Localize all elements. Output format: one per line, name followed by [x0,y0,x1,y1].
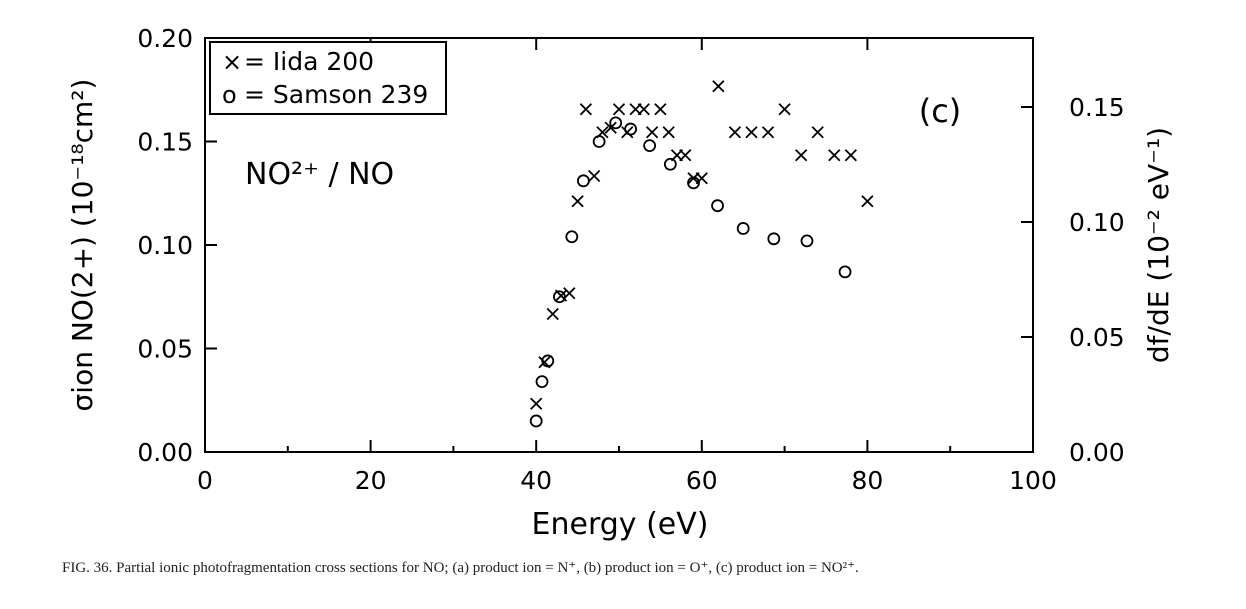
y-tick-label-right: 0.00 [1069,438,1125,467]
y-tick-label-right: 0.10 [1069,208,1125,237]
y-tick-label-right: 0.15 [1069,93,1125,122]
data-point-iida [654,103,667,116]
data-point-iida [662,126,675,139]
data-point-samson [800,234,814,248]
data-point-iida [546,307,559,321]
figure-caption: FIG. 36. Partial ionic photofragmentatio… [62,560,859,576]
y-tick-label-left: 0.00 [137,438,193,467]
panel-label: (c) [919,92,962,130]
data-point-iida [612,103,626,116]
x-axis-label: Energy (eV) [532,507,709,542]
data-point-iida [778,103,791,116]
data-point-samson [609,116,623,130]
data-point-samson [687,176,700,190]
x-tick-label: 60 [686,466,718,495]
legend-x-symbol: × [222,48,242,76]
x-axis: 0 20 40 60 80 100 [197,38,1057,495]
data-point-samson [541,354,555,368]
data-point-samson [838,265,852,279]
data-point-samson [552,290,566,304]
data-point-iida [828,149,841,162]
x-tick-label: 40 [520,466,552,495]
legend-box [209,41,447,115]
data-point-samson [663,157,677,171]
y-tick-label-left: 0.15 [137,128,193,157]
data-point-samson [565,230,579,244]
data-point-iida [844,149,857,162]
y-tick-label-right: 0.05 [1069,323,1125,352]
data-point-iida [604,121,617,134]
x-tick-label: 100 [1009,466,1057,495]
data-point-iida [811,126,824,139]
legend-o-label: = Samson 239 [244,80,428,109]
y-axis-left: 0.00 0.05 0.10 0.15 0.20 [137,24,217,467]
legend: × = Iida 200 o = Samson 239 [209,41,447,115]
data-point-samson [711,199,724,213]
data-point-iida [745,126,758,139]
x-tick-label: 0 [197,466,213,495]
x-tick-label: 20 [355,466,387,495]
data-point-iida [861,195,874,208]
data-point-iida [679,149,692,162]
data-point-iida [645,126,659,139]
legend-x-label: = Iida 200 [244,47,374,76]
y-tick-label-left: 0.20 [137,24,193,53]
data-point-samson [624,122,637,136]
y-tick-label-left: 0.05 [137,335,193,364]
data-point-samson [529,414,543,428]
data-point-iida [761,126,775,139]
y-axis-right: 0.00 0.05 0.10 0.15 [1021,93,1125,467]
y-tick-label-left: 0.10 [137,231,193,260]
data-point-samson [767,232,781,246]
legend-o-symbol: o [222,81,237,109]
data-point-samson [535,375,549,389]
data-point-iida [637,103,650,116]
data-point-iida [712,80,725,93]
data-point-samson [643,139,657,153]
annotation: NO²⁺ / NO [245,157,394,192]
data-point-iida [588,169,601,183]
data-point-samson [736,222,750,235]
data-point-iida [530,397,543,410]
data-point-samson [592,135,606,148]
y-axis-label-right: df/dE (10⁻² eV⁻¹) [1142,127,1175,363]
data-point-iida [795,149,808,162]
data-marks [529,80,874,428]
data-point-iida [579,103,593,116]
data-point-samson [576,174,590,188]
y-axis-label-left: σion NO(2+) (10⁻¹⁸cm²) [66,79,99,412]
data-point-iida [728,126,742,139]
data-point-iida [571,195,584,208]
x-tick-label: 80 [851,466,883,495]
